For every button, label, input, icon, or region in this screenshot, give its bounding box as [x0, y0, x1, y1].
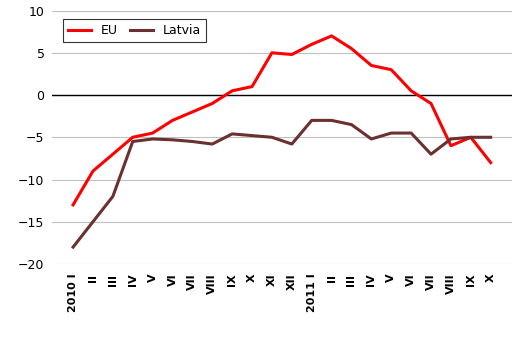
- Latvia: [269, 135, 275, 139]
- Latvia: [428, 152, 434, 156]
- Latvia: [209, 142, 216, 146]
- Latvia: [229, 132, 235, 136]
- EU: [189, 110, 196, 114]
- EU: [328, 34, 335, 38]
- Latvia: [70, 245, 76, 249]
- Latvia: [348, 122, 354, 127]
- EU: [348, 46, 354, 51]
- EU: [110, 152, 116, 156]
- EU: [448, 144, 454, 148]
- EU: [229, 89, 235, 93]
- EU: [368, 63, 374, 68]
- EU: [249, 84, 255, 89]
- Latvia: [90, 220, 96, 224]
- Latvia: [468, 135, 474, 139]
- EU: [269, 51, 275, 55]
- Latvia: [289, 142, 295, 146]
- EU: [90, 169, 96, 173]
- EU: [408, 89, 414, 93]
- EU: [129, 135, 136, 139]
- Latvia: [328, 118, 335, 122]
- Latvia: [149, 137, 156, 141]
- EU: [428, 101, 434, 106]
- EU: [488, 161, 494, 165]
- Latvia: [388, 131, 395, 135]
- EU: [388, 68, 395, 72]
- Latvia: [488, 135, 494, 139]
- EU: [70, 203, 76, 207]
- EU: [289, 52, 295, 57]
- EU: [149, 131, 156, 135]
- EU: [209, 101, 216, 106]
- Latvia: [448, 137, 454, 141]
- Latvia: [110, 194, 116, 199]
- Latvia: [309, 118, 315, 122]
- EU: [309, 42, 315, 46]
- Latvia: [189, 139, 196, 144]
- EU: [169, 118, 175, 122]
- EU: [468, 135, 474, 139]
- Line: Latvia: Latvia: [73, 120, 491, 247]
- Latvia: [169, 138, 175, 142]
- Legend: EU, Latvia: EU, Latvia: [63, 19, 206, 42]
- Line: EU: EU: [73, 36, 491, 205]
- Latvia: [408, 131, 414, 135]
- Latvia: [129, 139, 136, 144]
- Latvia: [368, 137, 374, 141]
- Latvia: [249, 133, 255, 138]
